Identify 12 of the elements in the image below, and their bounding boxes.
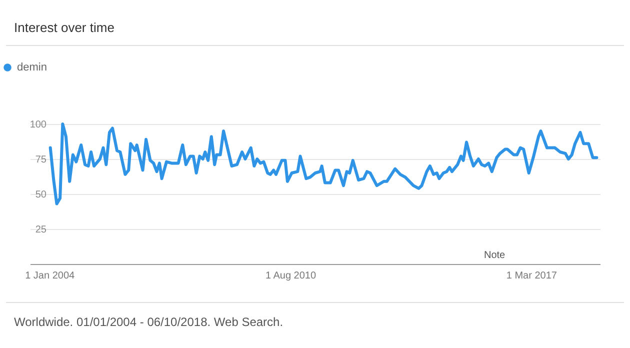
x-tick-label: 1 Jan 2004 bbox=[25, 270, 76, 282]
y-tick-label: 100 bbox=[30, 120, 47, 130]
text: Worldwide. 01/01/2004 - 06/10/2018. Web Search. bbox=[14, 315, 284, 329]
y-tick-label: 25 bbox=[35, 224, 47, 236]
x-tick-label: 1 Aug 2010 bbox=[265, 270, 316, 282]
legend-label: demin bbox=[17, 62, 47, 74]
x-tick-label: 1 Mar 2017 bbox=[506, 270, 558, 282]
y-tick-label: 75 bbox=[35, 154, 47, 166]
line-series bbox=[48, 122, 598, 206]
chart-title: Interest over time bbox=[14, 20, 114, 35]
annotation: Note bbox=[484, 250, 506, 261]
y-tick-label: 50 bbox=[35, 190, 47, 200]
